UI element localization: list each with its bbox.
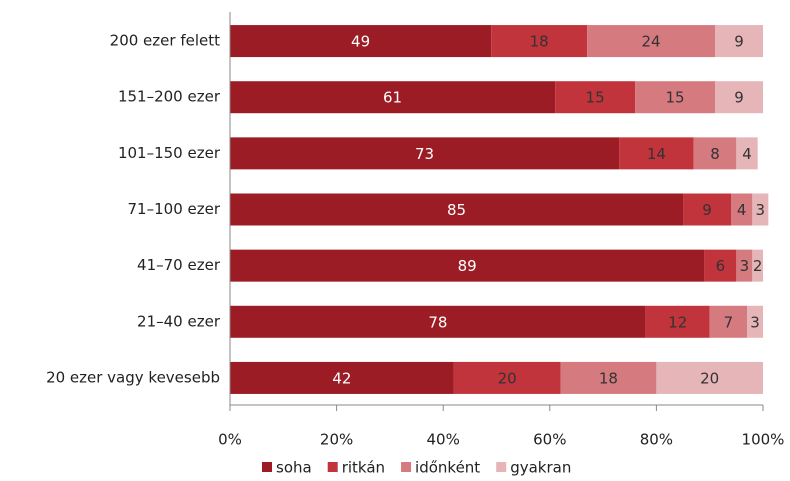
y-tick-label: 101–150 ezer	[118, 144, 221, 162]
bar-segment	[645, 305, 710, 338]
data-label: 20	[700, 369, 719, 387]
bar-segment	[736, 137, 758, 170]
bar-segment	[230, 193, 684, 226]
legend-swatch	[262, 462, 272, 472]
x-tick-label: 80%	[640, 431, 673, 449]
data-label: 12	[668, 313, 687, 331]
data-label: 2	[753, 257, 763, 275]
bar-segment	[555, 81, 636, 114]
bar-segment	[704, 249, 737, 282]
data-label: 8	[710, 145, 720, 163]
bar-segment	[693, 137, 737, 170]
y-tick-label: 200 ezer felett	[110, 32, 220, 50]
data-label: 85	[447, 201, 466, 219]
data-label: 42	[332, 369, 351, 387]
data-label: 49	[351, 33, 370, 51]
data-label: 3	[740, 257, 750, 275]
bar-segment	[491, 25, 588, 58]
bar-segment	[230, 137, 620, 170]
data-label: 3	[756, 201, 766, 219]
y-tick-label: 71–100 ezer	[128, 200, 221, 218]
legend-label: ritkán	[342, 459, 385, 477]
data-label: 18	[530, 33, 549, 51]
y-tick-label: 20 ezer vagy kevesebb	[46, 368, 220, 386]
bar-segment	[453, 361, 561, 394]
bar-segment	[635, 81, 716, 114]
legend-swatch	[496, 462, 507, 472]
y-tick-label: 151–200 ezer	[118, 88, 221, 106]
bar-segment	[747, 305, 763, 338]
bar-segment	[560, 361, 657, 394]
x-tick-label: 60%	[533, 431, 566, 449]
data-label: 14	[647, 145, 666, 163]
data-label: 4	[742, 145, 752, 163]
data-label: 9	[702, 201, 712, 219]
bar-segment	[230, 361, 454, 394]
data-label: 4	[737, 201, 747, 219]
x-tick-label: 40%	[427, 431, 460, 449]
data-label: 61	[383, 89, 402, 107]
y-tick-label: 41–70 ezer	[137, 256, 221, 274]
bar-segment	[752, 249, 763, 282]
data-label: 7	[724, 313, 734, 331]
bar-segment	[230, 249, 705, 282]
bar-segment	[731, 193, 753, 226]
bar-segment	[715, 25, 763, 58]
legend-label: gyakran	[510, 459, 571, 477]
bar-segment	[656, 361, 763, 394]
legend-swatch	[327, 462, 338, 472]
x-tick-label: 0%	[218, 431, 242, 449]
bar-segment	[683, 193, 732, 226]
data-label: 89	[458, 257, 477, 275]
y-tick-label: 21–40 ezer	[137, 312, 221, 330]
x-tick-label: 20%	[320, 431, 353, 449]
bar-segment	[736, 249, 753, 282]
legend-label: soha	[276, 459, 312, 477]
data-label: 3	[750, 313, 760, 331]
bar-segment	[715, 81, 763, 114]
data-label: 9	[734, 89, 744, 107]
legend-swatch	[401, 462, 412, 472]
legend-label: időnként	[415, 459, 480, 477]
bar-segment	[230, 25, 492, 58]
bar-segment	[752, 193, 769, 226]
data-label: 15	[586, 89, 605, 107]
data-label: 78	[428, 313, 447, 331]
data-label: 20	[498, 369, 517, 387]
data-label: 15	[666, 89, 685, 107]
bar-segment	[709, 305, 748, 338]
data-label: 73	[415, 145, 434, 163]
bar-segment	[619, 137, 694, 170]
data-label: 24	[642, 33, 661, 51]
bar-segment	[587, 25, 716, 58]
data-label: 18	[599, 369, 618, 387]
data-label: 9	[734, 33, 744, 51]
x-tick-label: 100%	[742, 431, 785, 449]
data-label: 6	[716, 257, 726, 275]
bar-segment	[230, 81, 556, 114]
bar-segment	[230, 305, 646, 338]
